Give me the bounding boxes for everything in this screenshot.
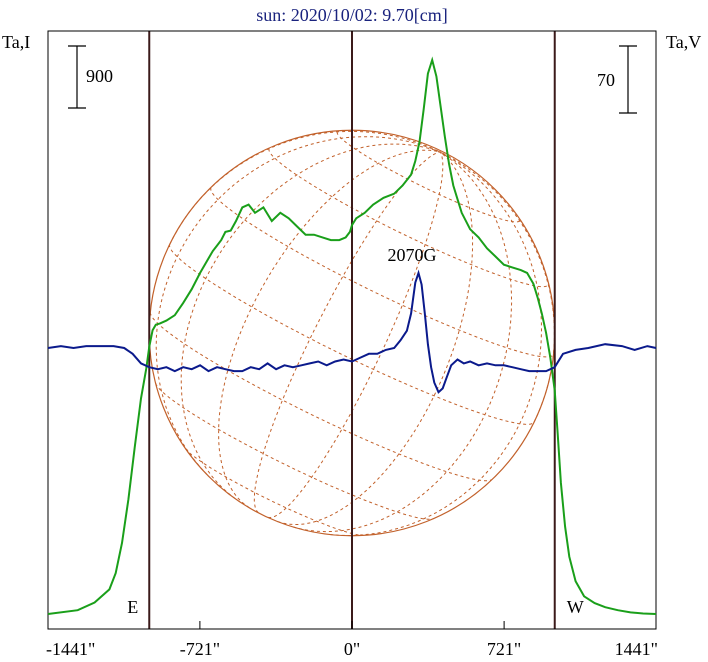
disk-longitude-line <box>218 149 441 509</box>
x-tick-label: 721" <box>487 639 521 659</box>
scale-bar-left-label: 900 <box>86 66 113 86</box>
disk-longitude-line <box>253 151 441 513</box>
disk-latitude-line <box>168 243 535 425</box>
chart-title: sun: 2020/10/02: 9.70[cm] <box>256 5 448 25</box>
y-right-label: Ta,V <box>666 32 701 52</box>
x-tick-label: 0" <box>344 639 360 659</box>
disk-latitude-line <box>268 148 549 288</box>
disk-latitude-line <box>155 383 434 520</box>
limb-markers <box>148 31 556 629</box>
disk-longitude-line <box>329 151 543 537</box>
disk-longitude-line <box>277 151 474 525</box>
disk-longitude-line <box>180 143 441 500</box>
x-tick-label: -1441" <box>46 639 95 659</box>
scale-bar-right: 70 <box>597 45 637 114</box>
series-intensity-line <box>47 56 657 615</box>
y-left-label: Ta,I <box>2 32 30 52</box>
x-tick-label: -721" <box>180 639 220 659</box>
disk-longitude-line <box>440 151 555 423</box>
disk-latitude-line <box>210 187 554 358</box>
disk-latitude-line <box>336 131 520 223</box>
scale-bar-right-label: 70 <box>597 70 615 90</box>
limb-label-e: E <box>127 597 138 617</box>
disk-latitude-line <box>184 448 364 536</box>
series-polarization-line <box>47 269 657 394</box>
x-axis-ticks: -1441" -721" 0" 721" 1441" <box>46 621 658 659</box>
disk-longitude-line <box>268 151 444 519</box>
x-tick-label: 1441" <box>615 639 658 659</box>
disk-latitude-line <box>149 312 493 482</box>
scale-bar-left: 900 <box>68 45 113 109</box>
region-annotation: 2070G <box>388 245 437 265</box>
disk-longitude-line <box>169 130 441 245</box>
disk-longitude-line <box>155 136 441 475</box>
limb-label-w: W <box>567 597 584 617</box>
disk-longitude-line <box>293 151 513 533</box>
